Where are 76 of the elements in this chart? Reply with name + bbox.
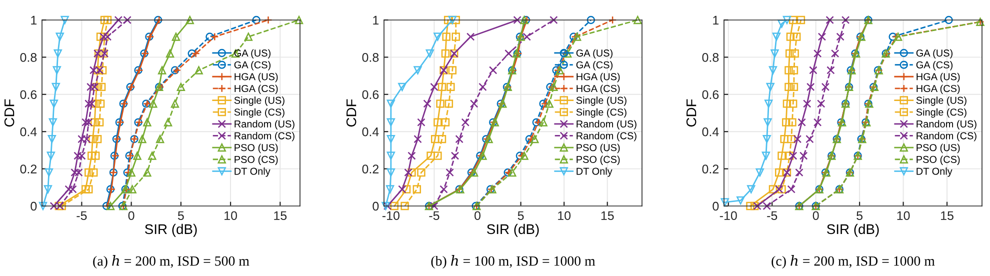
x-tick-label: -5 (767, 211, 778, 220)
legend-label: Random (US) (576, 120, 636, 130)
x-tick-label: 0 (812, 211, 819, 220)
legend-label: GA (CS) (576, 61, 612, 70)
x-tick-label: 10 (558, 211, 571, 220)
x-tick-label: -10 (720, 211, 737, 220)
legend-label: DT Only (234, 167, 270, 177)
legend-label: GA (CS) (916, 61, 952, 70)
legend-label: HGA (US) (234, 72, 278, 82)
text: (c) ℎ = 200 m, ISD = 1000 m (772, 255, 935, 269)
legend-label: Single (CS) (576, 108, 626, 118)
y-tick-label: 0 (30, 202, 37, 211)
x-tick-label: 5 (178, 211, 184, 220)
legend-label: GA (CS) (234, 61, 270, 70)
y-axis-title: CDF (686, 99, 696, 127)
legend-label: Single (CS) (916, 108, 966, 118)
x-tick-label: 10 (897, 211, 910, 220)
y-tick-label: 1 (31, 16, 37, 25)
y-tick-label: 0.2 (20, 164, 37, 174)
legend-label: HGA (CS) (916, 84, 960, 94)
y-tick-label: 0.6 (362, 90, 379, 100)
text: (a) ℎ = 200 m, ISD = 500 m (93, 255, 250, 269)
legend-label: Single (US) (916, 96, 966, 106)
legend-label: Single (US) (576, 96, 626, 106)
y-tick-label: 0.6 (20, 90, 37, 100)
y-axis-title: CDF (346, 99, 356, 127)
y-tick-label: 0.2 (362, 164, 379, 174)
x-axis-title: SIR (dB) (145, 224, 197, 237)
legend-label: GA (US) (916, 49, 952, 59)
x-tick-label: 15 (601, 211, 614, 220)
legend-label: DT Only (576, 167, 612, 177)
y-tick-label: 0.4 (362, 127, 379, 136)
y-tick-label: 1 (713, 16, 719, 25)
x-tick-label: 15 (274, 211, 287, 220)
y-tick-label: 0.8 (20, 53, 37, 62)
x-tick-label: -5 (76, 211, 87, 220)
legend-label: Random (CS) (576, 132, 636, 142)
legend-label: PSO (CS) (916, 156, 960, 165)
legend-label: GA (US) (576, 49, 612, 59)
legend-label: PSO (CS) (576, 156, 620, 165)
y-tick-label: 1 (373, 16, 379, 25)
legend-label: PSO (US) (916, 144, 960, 154)
x-tick-label: -5 (429, 211, 440, 220)
y-tick-label: 0.8 (702, 53, 719, 62)
legend-label: HGA (CS) (576, 84, 620, 94)
y-tick-label: 0 (372, 202, 379, 211)
legend-label: Random (CS) (916, 132, 976, 142)
legend-label: PSO (US) (576, 144, 620, 154)
y-tick-label: 0.4 (20, 127, 37, 136)
legend-label: PSO (US) (234, 144, 278, 154)
x-tick-label: 0 (474, 211, 480, 220)
x-tick-label: 5 (518, 211, 524, 220)
legend-label: Random (US) (234, 120, 294, 130)
legend-label: HGA (US) (576, 72, 620, 82)
legend-label: HGA (CS) (234, 84, 278, 94)
x-axis-title: SIR (dB) (487, 224, 539, 237)
legend-label: DT Only (916, 167, 952, 177)
legend-label: HGA (US) (916, 72, 960, 82)
y-tick-label: 0.6 (702, 90, 719, 100)
x-axis-title: SIR (dB) (827, 224, 879, 237)
y-tick-label: 0.2 (702, 164, 719, 174)
legend-label: PSO (CS) (234, 156, 278, 165)
y-tick-label: 0 (712, 202, 719, 211)
y-tick-label: 0.4 (702, 127, 719, 136)
legend-label: Random (CS) (234, 132, 294, 142)
y-tick-label: 0.8 (362, 53, 379, 62)
legend-label: Single (US) (234, 96, 284, 106)
x-tick-label: 15 (941, 211, 954, 220)
x-tick-label: 5 (856, 211, 863, 220)
x-tick-label: 0 (128, 211, 134, 220)
legend-label: Single (CS) (234, 108, 284, 118)
x-tick-label: -10 (382, 211, 400, 220)
text: (b) ℎ = 100 m, ISD = 1000 m (431, 255, 596, 269)
y-axis-title: CDF (4, 99, 14, 127)
legend-label: Random (US) (916, 120, 976, 130)
x-tick-label: 10 (224, 211, 237, 220)
